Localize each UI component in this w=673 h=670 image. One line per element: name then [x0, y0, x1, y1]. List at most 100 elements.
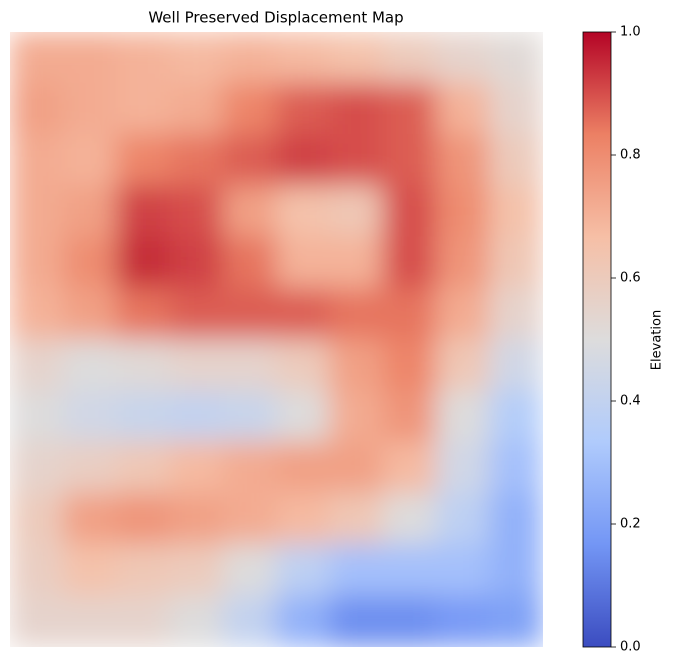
heatmap-cell — [10, 595, 64, 647]
heatmap-cell — [222, 287, 277, 340]
heatmap-cell — [116, 492, 171, 545]
heatmap-cell — [10, 339, 64, 392]
heatmap-cell — [10, 236, 64, 289]
heatmap-cell — [116, 185, 171, 238]
heatmap-cell — [10, 287, 64, 340]
heatmap-cell — [435, 236, 491, 289]
heatmap-cell — [222, 236, 277, 289]
heatmap-cell — [276, 287, 331, 340]
heatmap-cell — [169, 134, 224, 187]
heatmap-cell — [222, 441, 277, 494]
heatmap-cell — [10, 441, 64, 494]
heatmap-cell — [276, 32, 331, 84]
heatmap-cell — [382, 595, 437, 647]
heatmap-cell — [222, 390, 277, 443]
heatmap-cell — [222, 339, 277, 392]
heatmap-cell — [382, 339, 437, 392]
heatmap-cell — [10, 134, 64, 187]
heatmap-cell — [10, 185, 64, 238]
heatmap-cell — [435, 492, 491, 545]
heatmap-cell — [169, 492, 224, 545]
heatmap-cell — [222, 185, 277, 238]
heatmap-cell — [10, 32, 64, 84]
heatmap-cell — [169, 185, 224, 238]
heatmap-cell — [276, 236, 331, 289]
heatmap-cell — [382, 441, 437, 494]
heatmap-cell — [169, 595, 224, 647]
heatmap-cell — [382, 82, 437, 135]
heatmap-cell — [116, 595, 171, 647]
heatmap-cell — [116, 339, 171, 392]
heatmap-cell — [116, 82, 171, 135]
heatmap-cell — [62, 236, 118, 289]
heatmap-cell — [276, 339, 331, 392]
heatmap-cell — [276, 82, 331, 135]
heatmap-cell — [276, 544, 331, 597]
heatmap-cell — [116, 441, 171, 494]
heatmap-cell — [169, 339, 224, 392]
heatmap-cell — [169, 82, 224, 135]
heatmap-cell — [222, 544, 277, 597]
heatmap-cell — [489, 236, 543, 289]
colorbar-tick-label: 0.2 — [620, 517, 641, 532]
heatmap-cell — [169, 236, 224, 289]
heatmap-cell — [276, 390, 331, 443]
heatmap-cell — [435, 544, 491, 597]
colorbar — [582, 31, 612, 648]
heatmap-cell — [276, 441, 331, 494]
heatmap-cell — [222, 595, 277, 647]
heatmap-cell — [116, 236, 171, 289]
colorbar-label: Elevation — [650, 310, 665, 370]
heatmap-cell — [435, 595, 491, 647]
heatmap-cell — [329, 390, 384, 443]
heatmap-cell — [62, 339, 118, 392]
heatmap-cell — [10, 492, 64, 545]
heatmap-cell — [169, 390, 224, 443]
heatmap-cell — [222, 492, 277, 545]
heatmap-cell — [382, 492, 437, 545]
chart-title: Well Preserved Displacement Map — [148, 9, 403, 27]
heatmap-cell — [382, 390, 437, 443]
heatmap-cell — [435, 134, 491, 187]
heatmap-cell — [329, 236, 384, 289]
heatmap-cell — [116, 32, 171, 84]
heatmap-cell — [489, 134, 543, 187]
colorbar-tick-label: 0.0 — [620, 640, 641, 655]
heatmap-cell — [62, 185, 118, 238]
heatmap-cell — [169, 544, 224, 597]
heatmap-cell — [329, 287, 384, 340]
heatmap-cell — [489, 185, 543, 238]
heatmap-cell — [62, 134, 118, 187]
colorbar-tick-label: 0.8 — [620, 148, 641, 163]
heatmap-cell — [62, 441, 118, 494]
heatmap-cell — [116, 544, 171, 597]
heatmap-cell — [435, 32, 491, 84]
heatmap-cell — [169, 32, 224, 84]
heatmap-cells — [10, 32, 543, 647]
heatmap-cell — [489, 441, 543, 494]
heatmap-cell — [435, 185, 491, 238]
heatmap-cell — [329, 185, 384, 238]
heatmap-cell — [276, 492, 331, 545]
heatmap-cell — [169, 441, 224, 494]
heatmap-cell — [435, 390, 491, 443]
heatmap-cell — [435, 82, 491, 135]
heatmap-cell — [62, 32, 118, 84]
heatmap-cell — [435, 287, 491, 340]
heatmap-cell — [62, 492, 118, 545]
colorbar-tick-label: 1.0 — [620, 25, 641, 40]
heatmap-cell — [276, 185, 331, 238]
heatmap-cell — [329, 82, 384, 135]
heatmap-cell — [10, 544, 64, 597]
heatmap-cell — [222, 32, 277, 84]
heatmap-cell — [62, 82, 118, 135]
heatmap-cell — [329, 134, 384, 187]
heatmap-cell — [329, 32, 384, 84]
heatmap-cell — [222, 82, 277, 135]
heatmap-cell — [382, 236, 437, 289]
heatmap-cell — [329, 595, 384, 647]
heatmap-cell — [435, 339, 491, 392]
heatmap-cell — [276, 134, 331, 187]
heatmap-cell — [489, 544, 543, 597]
